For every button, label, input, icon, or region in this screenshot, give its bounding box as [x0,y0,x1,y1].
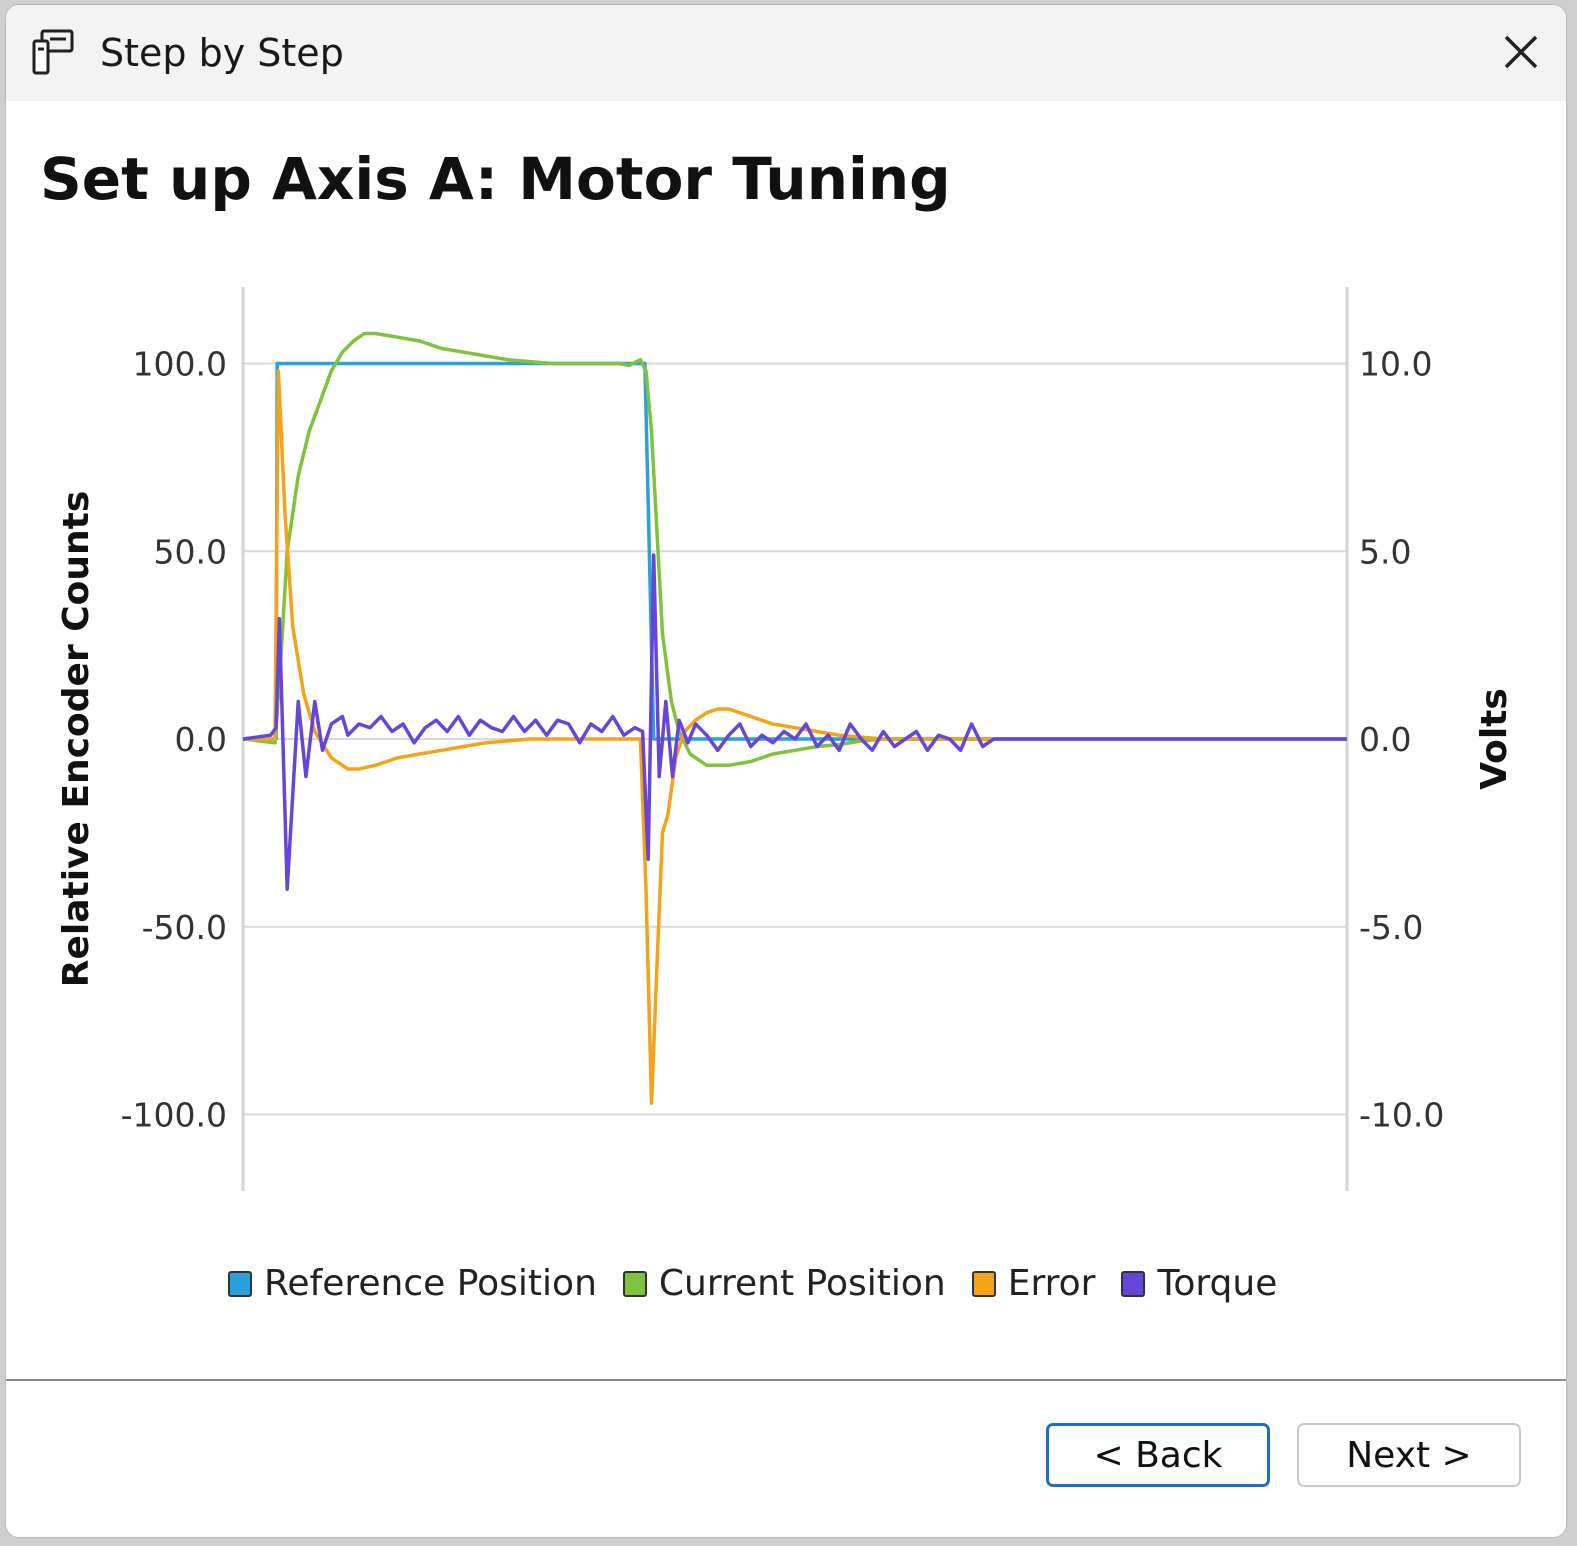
step-by-step-dialog: Step by Step Set up Axis A: Motor Tuning… [5,4,1567,1538]
title-bar: Step by Step [6,5,1566,101]
y-tick-label: -100.0 [121,1096,227,1135]
y-tick-label: 0.0 [175,720,227,759]
window-title: Step by Step [100,31,344,75]
y2-tick-label: -10.0 [1359,1096,1444,1135]
legend-swatch [622,1270,647,1297]
motor-tuning-chart: 100.0 10.0 50.0 5.0 0.0 0.0 -50.0 -5.0 -100.0 -10… [56,287,1515,1191]
y2-axis-title: Volts [1474,688,1515,790]
wizard-icon [32,29,74,75]
y2-tick-label: -5.0 [1359,908,1423,947]
y-axis-title: Relative Encoder Counts [56,491,97,988]
y-tick-label: 50.0 [154,532,227,571]
close-icon[interactable] [1498,29,1544,75]
legend-label: Current Position [658,1263,946,1304]
series-line-error [243,369,1347,1105]
series-line-torque [242,553,1347,891]
legend-swatch [971,1270,996,1297]
legend-label: Torque [1157,1263,1278,1304]
legend-item: Torque [1121,1263,1277,1304]
back-button[interactable]: < Back [1046,1423,1270,1487]
legend-swatch [1121,1270,1146,1297]
series-line-current-position [242,331,1347,768]
y-tick-label: -50.0 [142,908,227,947]
page-heading: Set up Axis A: Motor Tuning [40,145,951,213]
y2-tick-label: 5.0 [1359,532,1411,571]
y2-tick-label: 0.0 [1359,720,1411,759]
y-tick-label: 100.0 [133,345,227,384]
y2-tick-label: 10.0 [1359,345,1432,384]
footer-divider [6,1379,1566,1381]
next-button[interactable]: Next > [1297,1423,1521,1487]
legend-item: Error [971,1263,1096,1304]
chart-legend: Reference Position Current Position Error T… [228,1263,1303,1304]
legend-label: Reference Position [264,1263,597,1304]
legend-label: Error [1007,1263,1096,1304]
legend-item: Current Position [622,1263,946,1304]
legend-item: Reference Position [228,1263,597,1304]
legend-swatch [228,1270,252,1297]
